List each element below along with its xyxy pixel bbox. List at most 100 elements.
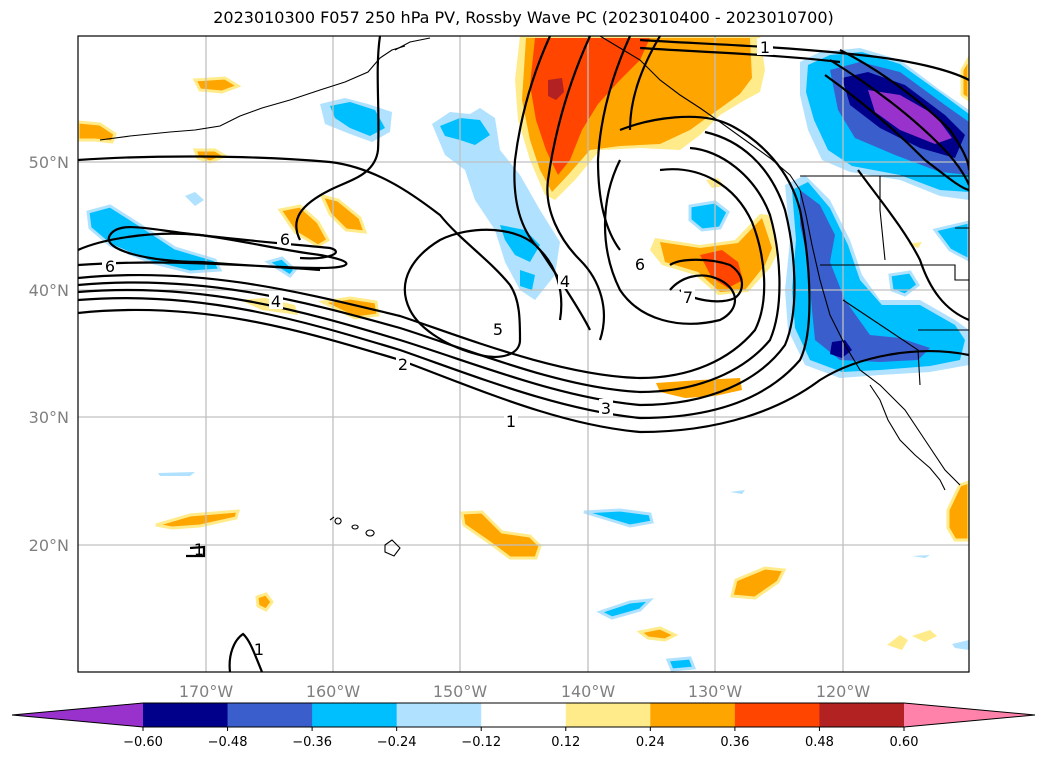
contour-label: 6 [280,230,290,249]
colorbar-bin [143,703,229,727]
positive-anomaly-region [460,510,542,560]
colorbar-tick-label: 0.24 [636,735,665,750]
contour-line [829,59,969,186]
contour-label: 4 [271,292,281,311]
colorbar-bin [565,703,651,727]
contour-line [628,36,661,131]
contour-line [78,308,969,434]
positive-anomaly-region [656,378,742,398]
y-tick-label: 20°N [29,536,69,555]
y-tick-label: 30°N [29,408,69,427]
positive-anomaly-region [530,38,650,175]
negative-anomaly-region [830,340,852,358]
anomaly-shading [78,36,969,672]
contour-label: 1 [194,540,204,559]
contour-label: 5 [493,320,503,339]
positive-anomaly-region [78,120,117,144]
contour-label: 6 [635,255,645,274]
contour-line [596,36,632,251]
x-axis-tick-labels: 170°W 160°W 150°W 140°W 130°W 120°W [179,682,871,701]
negative-anomaly-region [688,200,730,232]
map-frame [77,35,970,673]
positive-anomaly-region [255,592,274,612]
chart-title: 2023010300 F057 250 hPa PV, Rossby Wave … [213,8,834,27]
x-tick-label: 170°W [179,682,234,701]
contour-label: 1 [760,38,770,57]
contour-line [639,38,969,81]
colorbar-extend-max [904,703,1035,727]
positive-anomaly-region [192,76,242,94]
negative-anomaly-region [158,472,969,650]
contour-label: 4 [560,272,570,291]
contour-line [186,545,206,558]
contour-label: 7 [683,288,693,307]
contour-label: 6 [105,257,115,276]
colorbar: −0.60 −0.48 −0.36 −0.24 −0.12 0.12 0.24 0.36 0.4… [11,702,1036,750]
negative-anomaly-region [665,656,697,672]
contour-line [603,159,736,325]
contour-label: 2 [398,355,408,374]
x-tick-label: 120°W [816,682,871,701]
contour-labels: 1 6 6 4 2 5 4 6 7 3 1 1 1 [102,38,773,659]
contour-line [857,169,969,322]
colorbar-tick-label: 0.36 [720,735,749,750]
contour-label: 3 [601,399,611,418]
colorbar-tick-label: −0.12 [461,735,501,750]
y-axis-tick-labels: 50°N 40°N 30°N 20°N [29,153,69,555]
contour-line [78,146,781,394]
contour-line [639,46,841,64]
positive-anomaly-region [636,626,679,642]
negative-anomaly-region [185,192,204,206]
negative-anomaly-region [888,270,920,297]
colorbar-tick-label: −0.60 [123,735,163,750]
contour-line [546,36,605,341]
gridlines [78,36,969,672]
negative-anomaly-region [596,598,655,620]
colorbar-tick-label: −0.36 [292,735,332,750]
contour-line [295,36,382,241]
colorbar-bin [312,703,398,727]
positive-anomaly-region [155,509,241,530]
positive-anomaly-region [887,630,937,650]
state-borders [820,176,969,386]
contour-line [228,632,264,672]
colorbar-bin [819,703,905,727]
colorbar-tick-label: −0.24 [377,735,417,750]
positive-anomaly-region [277,204,331,248]
negative-anomaly-region [932,220,969,262]
us-west-coast [799,189,961,486]
contour-line [669,258,743,303]
x-tick-label: 130°W [688,682,743,701]
contour-line [78,168,766,380]
colorbar-bin [396,703,482,727]
colorbar-tick-label: 0.48 [805,735,834,750]
positive-anomaly-region [730,566,787,600]
colorbar-tick-label: 0.60 [890,735,919,750]
contour-label: 1 [506,412,516,431]
contour-line [839,49,969,171]
y-tick-label: 50°N [29,153,69,172]
contour-line [78,115,811,420]
negative-anomaly-region [330,102,385,136]
colorbar-tick-label: −0.48 [208,735,248,750]
contour-line [513,36,563,321]
aleutian-islands [99,45,406,141]
x-tick-label: 150°W [433,682,488,701]
negative-anomaly-region [440,118,540,290]
x-tick-label: 160°W [306,682,361,701]
positive-anomaly-region [946,480,969,542]
contour-line [824,74,969,192]
contour-line [78,232,337,260]
colorbar-extend-min [12,703,143,727]
y-tick-label: 40°N [29,281,69,300]
hawaiian-islands [329,516,401,557]
positive-anomaly-region [548,78,564,100]
contour-line [78,155,591,358]
coastlines [99,36,969,557]
negative-anomaly-region [583,508,654,528]
pv-contours [78,36,969,672]
negative-anomaly-region [86,204,223,274]
colorbar-bin [734,703,820,727]
colorbar-bin [481,703,567,727]
